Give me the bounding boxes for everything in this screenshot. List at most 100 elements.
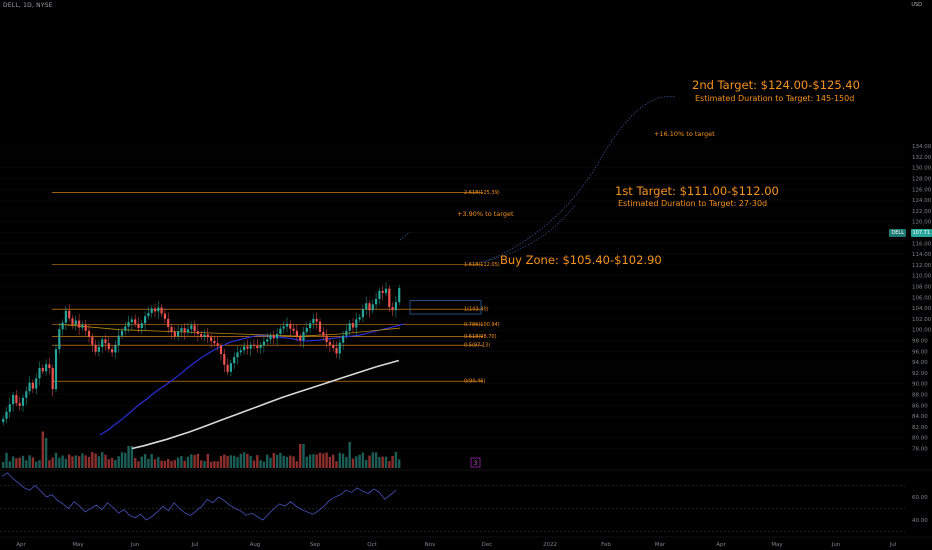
x-tick-label: Jul [191, 542, 199, 548]
volume-bar [236, 457, 239, 468]
volume-bar [312, 454, 315, 468]
candle-body [229, 363, 232, 372]
price-axis[interactable]: 78.00 80.00 82.00 84.00 86.00 88.00 90.00 92.00… [912, 144, 932, 452]
candle-body [127, 322, 130, 327]
rsi-pane: 40.00 60.00 [0, 469, 932, 532]
volume-bar [358, 454, 361, 468]
volume-bar [325, 452, 328, 468]
fib-label: 1.618(112.05) [464, 262, 500, 268]
y-tick-label: 86.00 [912, 403, 928, 409]
indicator-badge-box[interactable] [470, 457, 481, 468]
candle-body [51, 368, 54, 390]
volume-bar [374, 452, 378, 468]
candle-body [84, 324, 87, 331]
y-tick-label: 84.00 [912, 414, 928, 420]
candle-body [262, 341, 265, 346]
y-tick-label: 96.00 [912, 349, 928, 355]
candle-body [219, 345, 223, 354]
volume-bar [242, 452, 246, 468]
buy-zone-box[interactable] [409, 300, 482, 315]
candle-body [345, 330, 348, 336]
pct-to-target-2: +16.10% to target [654, 130, 715, 138]
candle-body [21, 397, 25, 406]
volume-bar [335, 461, 338, 468]
y-tick-label: 128.00 [912, 177, 932, 183]
candle-body [137, 323, 140, 329]
candle-body [78, 320, 81, 328]
volume-bar [378, 456, 381, 468]
ma50-line [99, 323, 404, 436]
volume-bar [176, 457, 180, 468]
candle-body [375, 298, 378, 305]
volume-bar [127, 446, 130, 468]
volume-bars [2, 431, 401, 468]
candle-body [322, 331, 325, 336]
volume-bar [101, 452, 104, 468]
y-tick-label: 88.00 [912, 393, 928, 399]
currency-label[interactable]: USD [911, 2, 922, 8]
x-tick-label: May [72, 542, 84, 548]
y-tick-label: 126.00 [912, 187, 932, 193]
x-tick-label: Oct [367, 542, 377, 548]
volume-bar [308, 454, 312, 468]
projection-long [484, 96, 677, 263]
volume-bar [18, 457, 21, 468]
candle-body [117, 335, 120, 346]
pct-to-target-1: +3.90% to target [457, 210, 514, 218]
volume-bar [5, 452, 8, 468]
volume-bar [35, 461, 38, 468]
y-tick-label: 98.00 [912, 339, 928, 345]
candle-body [295, 330, 298, 337]
volume-bar [124, 452, 127, 468]
volume-bar [345, 457, 348, 468]
volume-bar [21, 455, 25, 468]
x-tick-label: Apr [716, 542, 726, 548]
candle-body [124, 326, 127, 331]
volume-bar [269, 457, 272, 468]
volume-bar [167, 458, 170, 468]
volume-bar [87, 456, 91, 468]
volume-bar [351, 458, 355, 468]
volume-bar [299, 444, 302, 468]
y-tick-label: 82.00 [912, 425, 928, 431]
candle-body [186, 329, 190, 333]
candle-body [351, 323, 355, 328]
y-tick-label: 124.00 [912, 198, 932, 204]
y-tick-label: 90.00 [912, 382, 928, 388]
candle-body [173, 331, 176, 337]
volume-bar [348, 442, 351, 468]
candle-body [87, 330, 91, 337]
y-tick-label: 132.00 [912, 155, 932, 161]
volume-bar [25, 460, 28, 468]
volume-bar [190, 454, 193, 468]
candle-body [200, 334, 203, 337]
candle-body [41, 368, 44, 372]
x-tick-label: Dec [482, 542, 493, 548]
volume-bar [233, 455, 236, 468]
candle-body [2, 418, 5, 423]
candlesticks [2, 282, 401, 426]
candle-body [114, 345, 117, 353]
candle-body [28, 382, 31, 392]
indicator-badge[interactable]: 3 [474, 460, 478, 467]
time-axis[interactable]: Apr May Jun Jul Aug Sep Oct Nov Dec 2022 Feb Mar Apr… [0, 536, 932, 548]
candle-body [285, 323, 289, 327]
candle-body [236, 352, 239, 358]
candle-body [391, 307, 394, 311]
ma-orange-line [59, 323, 401, 337]
candle-body [243, 346, 246, 351]
x-tick-label: Feb [601, 542, 611, 548]
x-tick-label: Jul [889, 542, 897, 548]
candle-body [266, 339, 269, 342]
candle-body [31, 382, 34, 389]
volume-bar [282, 455, 285, 468]
candle-body [160, 307, 163, 314]
volume-bar [266, 454, 269, 468]
candle-body [81, 324, 84, 328]
volume-bar [355, 456, 358, 468]
projection-paths [399, 96, 677, 263]
candle-body [246, 346, 249, 349]
candle-body [365, 303, 368, 310]
y-tick-label: 94.00 [912, 360, 928, 366]
